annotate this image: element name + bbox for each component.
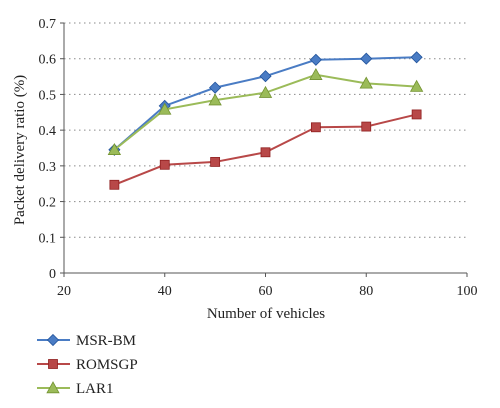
legend-marker-romsgp [48, 359, 58, 369]
axes [60, 22, 468, 277]
data-point-lar1 [309, 67, 323, 80]
legend-marker-lar1 [46, 381, 60, 394]
legend-item-msr-bm: MSR-BM [37, 333, 136, 349]
series-msr-bm [108, 51, 423, 156]
data-point-lar1 [409, 79, 424, 92]
data-point-msr-bm [309, 53, 322, 66]
data-point-romsgp [361, 121, 372, 132]
y-tick-label: 0.7 [39, 17, 57, 32]
data-point-romsgp [260, 147, 271, 158]
data-point-msr-bm [360, 52, 373, 65]
legend-label-msr-bm: MSR-BM [76, 333, 136, 349]
data-point-lar1 [107, 142, 122, 155]
x-tick-label: 40 [158, 284, 172, 299]
series-romsgp [109, 109, 422, 190]
legend-item-lar1: LAR1 [37, 381, 114, 397]
data-point-lar1 [359, 76, 373, 89]
data-point-lar1 [208, 93, 222, 106]
x-tick-label: 80 [359, 284, 373, 299]
y-axis-title: Packet delivery ratio (%) [12, 75, 28, 225]
y-tick-label: 0.1 [39, 231, 57, 246]
data-point-msr-bm [259, 70, 272, 83]
data-point-lar1 [258, 85, 273, 98]
y-tick-label: 0.4 [39, 124, 57, 139]
y-tick-label: 0.3 [39, 160, 57, 175]
legend-label-romsgp: ROMSGP [76, 357, 138, 373]
x-tick-label: 60 [259, 284, 273, 299]
series-layer [107, 51, 424, 190]
data-point-msr-bm [410, 51, 423, 64]
legend-label-lar1: LAR1 [76, 381, 114, 397]
x-axis-title: Number of vehicles [207, 306, 325, 322]
y-tick-label: 0 [49, 267, 56, 282]
data-point-romsgp [310, 122, 321, 133]
tick-labels: 0 0.1 0.2 0.3 0.4 0.5 0.6 0.7 20 40 60 80 100 [39, 17, 478, 299]
y-tick-label: 0.2 [39, 196, 57, 211]
data-point-lar1 [158, 102, 172, 115]
y-tick-label: 0.6 [39, 53, 57, 68]
data-point-romsgp [411, 109, 422, 120]
data-point-romsgp [210, 157, 221, 167]
legend-marker-msr-bm [46, 333, 60, 347]
x-tick-label: 100 [457, 284, 478, 299]
series-lar1 [107, 67, 424, 155]
y-tick-label: 0.5 [39, 88, 57, 103]
data-point-msr-bm [209, 81, 222, 94]
legend: MSR-BM ROMSGP LAR1 [37, 333, 138, 397]
grid [64, 22, 467, 238]
x-tick-label: 20 [57, 284, 71, 299]
data-point-romsgp [109, 179, 120, 190]
legend-item-romsgp: ROMSGP [37, 357, 138, 373]
data-point-romsgp [159, 159, 170, 170]
